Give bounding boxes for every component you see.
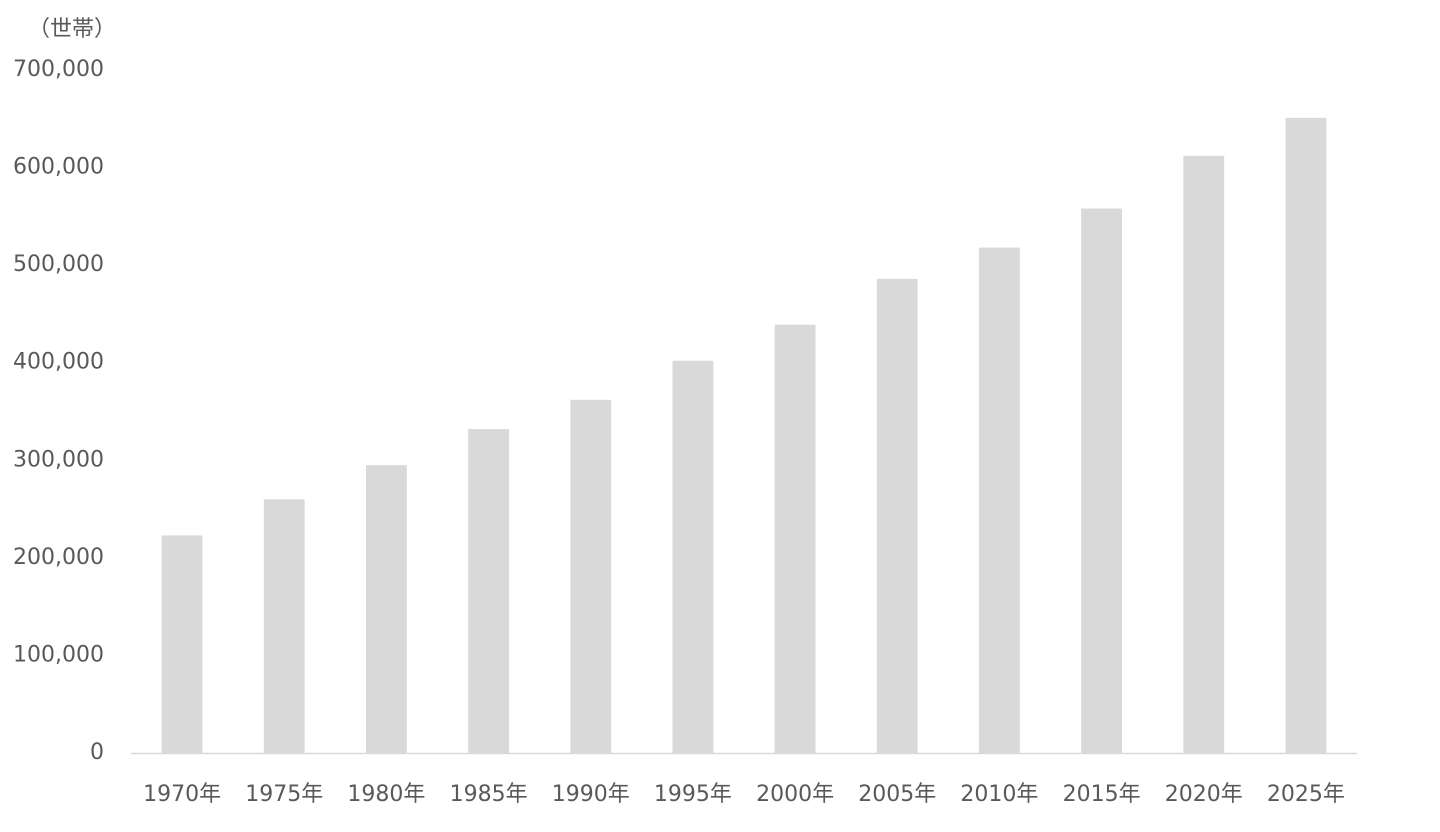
x-tick-label: 1995年 [654,782,732,807]
x-tick-label: 2020年 [1165,782,1243,807]
y-axis-label: （世帯） [28,17,116,42]
x-tick-label: 2025年 [1267,782,1345,807]
x-tick-label: 1970年 [143,782,221,807]
y-tick-label: 200,000 [13,545,104,570]
y-tick-label: 700,000 [13,57,104,82]
bar [876,278,918,753]
x-tick-label: 1990年 [552,782,630,807]
bar [1285,117,1327,753]
bar [161,535,203,753]
bar [1081,208,1123,754]
y-tick-label: 400,000 [13,350,104,375]
y-tick-label: 100,000 [13,642,104,667]
y-tick-label: 500,000 [13,252,104,277]
x-tick-label: 1980年 [347,782,425,807]
x-tick-label: 2000年 [756,782,834,807]
bar [672,360,714,753]
x-tick-label: 2015年 [1063,782,1141,807]
x-tick-label: 1985年 [450,782,528,807]
y-tick-label: 600,000 [13,155,104,180]
y-tick-label: 0 [90,740,104,765]
bar [1183,155,1225,753]
y-tick-label: 300,000 [13,447,104,472]
bar [978,247,1020,753]
x-tick-label: 2005年 [858,782,936,807]
bar [263,499,305,753]
bar [365,465,407,753]
bar [570,399,612,753]
x-tick-label: 2010年 [960,782,1038,807]
bar [774,324,816,753]
bar [468,429,510,753]
x-tick-label: 1975年 [245,782,323,807]
